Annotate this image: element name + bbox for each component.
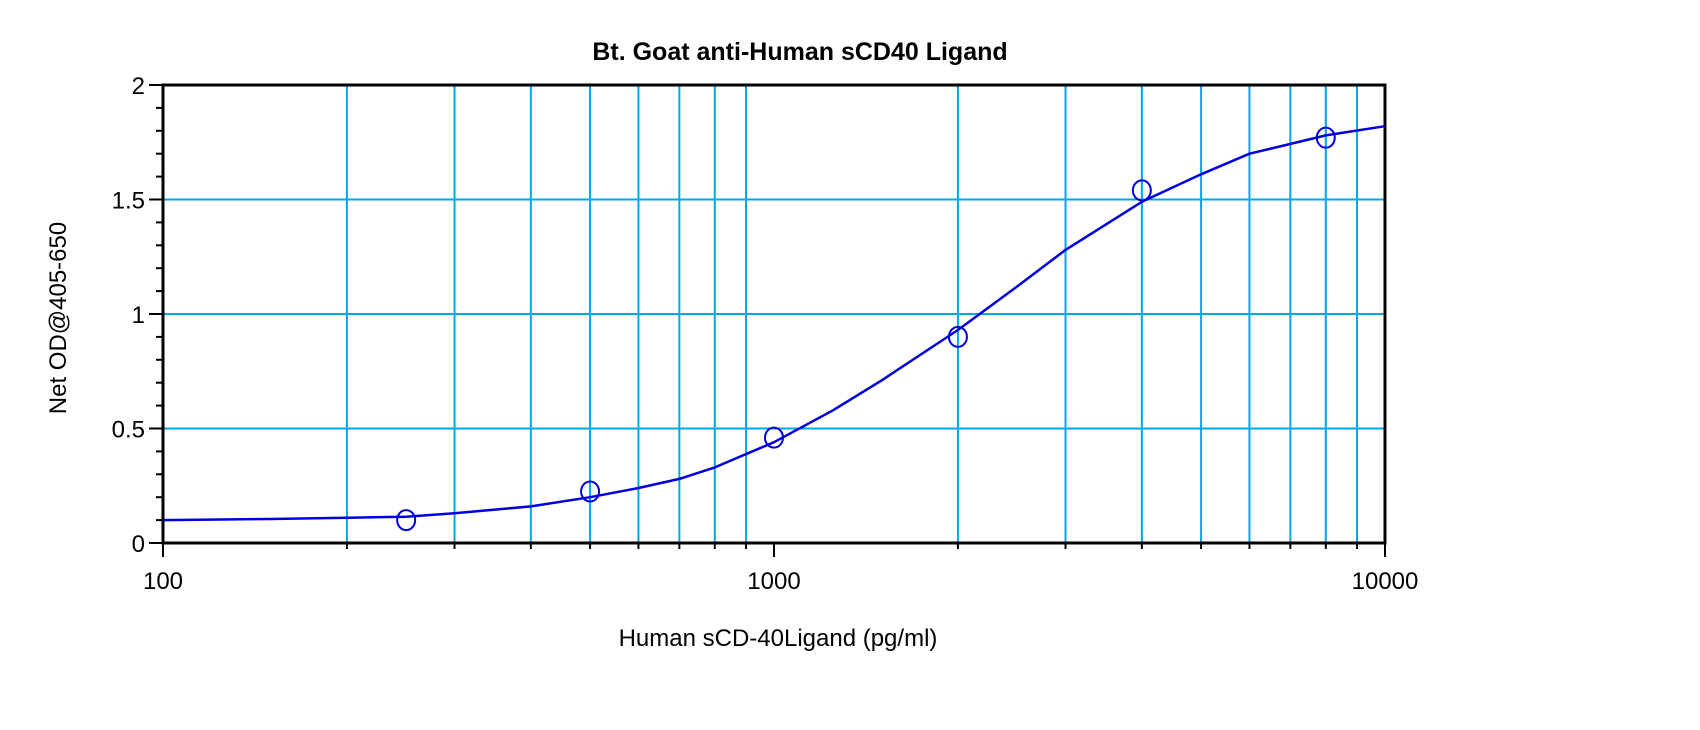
axes: [149, 83, 1387, 557]
y-tick-label: 2: [132, 73, 145, 100]
x-tick-label: 100: [143, 568, 183, 595]
grid: [163, 85, 1385, 543]
plot-frame: [161, 83, 1387, 545]
x-tick-label: 1000: [747, 568, 800, 595]
tick-labels: 100 1000 10000 0 0.5 1 1.5 2: [112, 73, 1419, 595]
y-tick-label: 1: [132, 302, 145, 329]
data-point: [1131, 179, 1152, 202]
data-point: [947, 325, 968, 348]
data-point: [580, 480, 601, 503]
data-point: [764, 426, 784, 449]
y-axis-label: Net OD@405-650: [45, 222, 72, 414]
y-tick-label: 1.5: [112, 188, 145, 215]
points-layer: [396, 126, 1336, 532]
chart-title: Bt. Goat anti-Human sCD40 Ligand: [592, 38, 1007, 66]
fitted-curve: [162, 124, 1386, 522]
data-point: [1315, 126, 1336, 149]
x-axis-label: Human sCD-40Ligand (pg/ml): [619, 625, 938, 652]
curve-layer: [162, 124, 1386, 522]
data-point: [396, 509, 417, 532]
y-tick-label: 0.5: [112, 417, 145, 444]
y-tick-label: 0: [132, 531, 145, 558]
x-tick-label: 10000: [1352, 568, 1419, 595]
